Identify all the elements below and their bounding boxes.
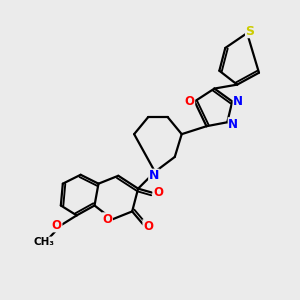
Text: O: O: [184, 95, 195, 108]
Text: N: N: [228, 118, 238, 131]
Text: O: O: [102, 213, 112, 226]
Text: O: O: [52, 219, 62, 232]
Text: CH₃: CH₃: [34, 237, 55, 247]
Text: O: O: [143, 220, 153, 233]
Text: N: N: [233, 95, 243, 108]
Text: S: S: [246, 25, 255, 38]
Text: O: O: [153, 186, 163, 199]
Text: N: N: [149, 169, 159, 182]
